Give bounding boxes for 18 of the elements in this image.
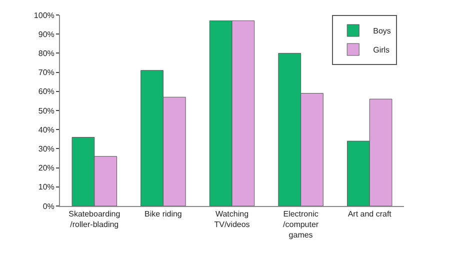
y-tick-label: 30% (38, 144, 54, 154)
legend-label: Boys (373, 26, 391, 36)
x-tick-label: Art and craft (348, 210, 392, 219)
y-tick-label: 50% (38, 106, 54, 116)
y-tick-label: 20% (38, 164, 54, 173)
y-tick-label: 0% (42, 202, 54, 211)
legend-label: Girls (373, 46, 390, 55)
x-tick-label: Bike riding (144, 210, 182, 219)
y-tick-label: 10% (38, 182, 54, 192)
y-tick-label: 70% (38, 68, 54, 78)
y-tick-label: 60% (38, 87, 54, 96)
x-tick-label: Electronic /computer games (283, 210, 319, 240)
x-tick-label: Skateboarding /roller-blading (68, 210, 120, 229)
y-tick-label: 80% (38, 49, 54, 58)
y-tick-label: 100% (34, 10, 54, 20)
y-tick-label: 40% (38, 125, 54, 134)
x-tick-label: Watching TV/videos (214, 210, 250, 229)
y-tick-label: 90% (38, 30, 54, 39)
